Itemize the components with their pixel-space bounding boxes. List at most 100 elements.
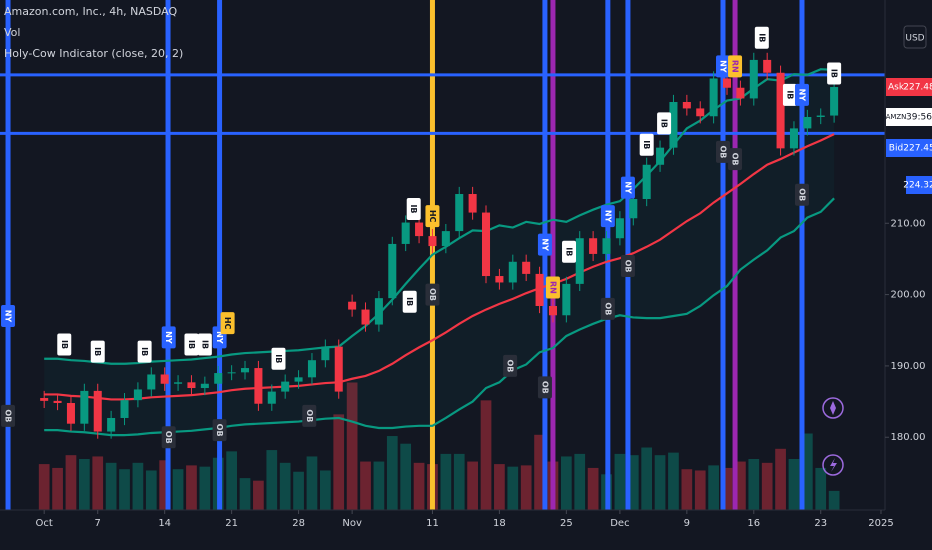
candle-body [548, 306, 557, 316]
x-tick-label: 16 [747, 518, 760, 529]
signal-tag-label: OB [4, 409, 13, 422]
volume-bar [78, 459, 90, 510]
signal-tag-label: IB [140, 347, 149, 356]
volume-bar [641, 447, 653, 510]
candle-body [160, 374, 169, 384]
signal-tag-label: NY [164, 331, 173, 344]
volume-bar [319, 470, 331, 510]
chart-title: Amazon.com, Inc., 4h, NASDAQ [4, 5, 178, 18]
volume-bar [386, 436, 398, 510]
volume-bar [52, 467, 63, 510]
volume-bar [574, 453, 586, 510]
signal-tag [794, 183, 809, 206]
signal-tag-label: NY [540, 238, 549, 251]
candle-body [656, 147, 665, 165]
signal-tag-label: IB [274, 354, 283, 363]
icon[interactable] [830, 458, 837, 472]
signal-tag [161, 326, 176, 349]
signal-tag-label: IB [187, 340, 196, 349]
signal-tag-label: OB [428, 288, 437, 301]
signal-tag-label: IB [785, 90, 794, 99]
volume-bar [159, 460, 171, 510]
signal-tag-label: OB [623, 260, 632, 273]
volume-bar [534, 434, 545, 510]
currency-box[interactable] [903, 25, 927, 49]
candle-body [535, 273, 544, 306]
candle-body [441, 231, 450, 247]
signal-tag-label: RN [731, 60, 740, 73]
signal-tag [728, 148, 743, 171]
candle-body [187, 382, 196, 389]
candle-body [388, 243, 397, 299]
volume-bar [721, 467, 733, 510]
band-line [44, 133, 835, 401]
signal-tag-label: NY [718, 60, 727, 73]
volume-bar [520, 465, 532, 510]
volume-bar [119, 469, 130, 510]
candle-body [669, 102, 678, 148]
signal-tag [620, 255, 635, 278]
volume-bar [694, 470, 706, 510]
volume-bar [801, 433, 813, 510]
volume-bar [105, 462, 117, 510]
icon[interactable] [830, 401, 836, 415]
candle-body [629, 199, 638, 219]
candle-body [428, 236, 437, 247]
price-tag [906, 176, 932, 194]
candle-body [830, 87, 839, 116]
price-tag [886, 139, 906, 157]
signal-tag-label: IB [200, 340, 209, 349]
x-tick-label: 21 [225, 518, 238, 529]
volume-bar [400, 443, 412, 510]
volume-bar [654, 455, 666, 510]
candle-body [401, 222, 410, 244]
price-tag-name: AMZN [886, 113, 907, 121]
icon[interactable] [822, 454, 844, 476]
x-tick-label: 11 [426, 518, 439, 529]
volume-bar [708, 465, 719, 510]
candle-body [53, 400, 62, 404]
x-tick-label: 7 [95, 518, 101, 529]
x-tick-label: Oct [36, 518, 53, 529]
price-tag [886, 108, 906, 126]
signal-tag [1, 304, 16, 327]
band-line [44, 68, 835, 365]
volume-bar [360, 461, 371, 510]
candle-body [776, 72, 785, 149]
candle-body [107, 417, 116, 432]
candle-body [321, 346, 330, 361]
candle-body [481, 212, 491, 277]
volume-bar [440, 453, 452, 510]
signal-tag [57, 333, 72, 356]
volume-bar [145, 470, 157, 510]
price-tag-value: 227.45 [903, 144, 932, 154]
volume-bar [413, 462, 425, 510]
price-tag-value: 224.32 [903, 181, 932, 191]
price-tag-name: Bid [889, 144, 903, 154]
x-tick-label: 9 [684, 518, 690, 529]
signal-tag [503, 354, 518, 377]
candle-body [589, 238, 598, 254]
currency[interactable]: USD [905, 34, 924, 44]
signal-tag-label: OB [506, 359, 515, 372]
volume-bar [735, 461, 746, 510]
icon[interactable] [822, 397, 844, 419]
signal-tag-label: NY [4, 310, 13, 323]
signal-tag [184, 333, 199, 356]
signal-tag [657, 112, 672, 135]
x-tick-label: 14 [158, 518, 171, 529]
signal-tag [425, 205, 440, 228]
signal-tag-label: IB [565, 247, 574, 256]
signal-tag [728, 55, 743, 78]
price-tag [906, 139, 932, 157]
x-tick-label: 23 [814, 518, 827, 529]
signal-tag [537, 376, 552, 399]
signal-tag [220, 312, 235, 335]
volume-bar [453, 453, 465, 510]
volume-bar [132, 462, 144, 510]
signal-tag-label: IB [660, 119, 669, 128]
signal-tag-label: IB [642, 140, 651, 149]
signal-tag-label: OB [797, 188, 806, 201]
volume-bar [373, 461, 385, 510]
